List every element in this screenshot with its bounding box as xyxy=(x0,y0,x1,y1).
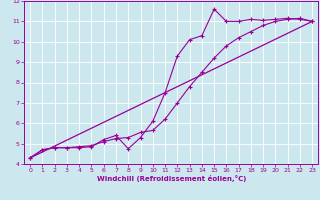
X-axis label: Windchill (Refroidissement éolien,°C): Windchill (Refroidissement éolien,°C) xyxy=(97,175,246,182)
